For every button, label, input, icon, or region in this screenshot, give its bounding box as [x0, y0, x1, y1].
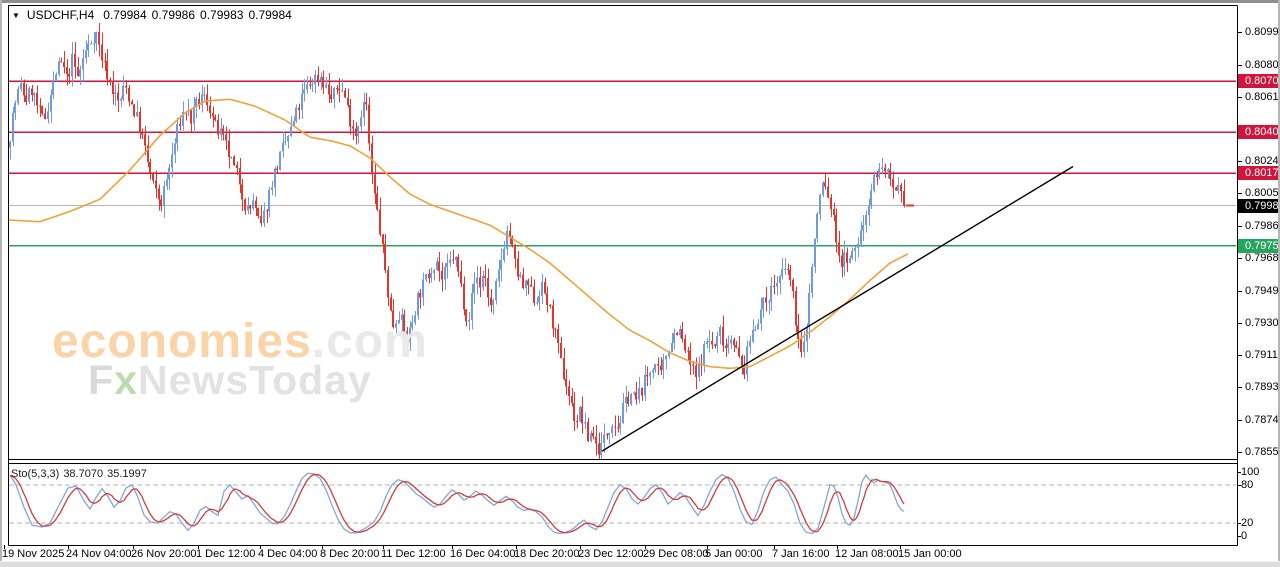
price-tick-label: 0.80055 — [1245, 187, 1280, 200]
quote-high: 0.79986 — [151, 8, 196, 22]
date-tick-label: 19 Nov 2025 — [2, 548, 65, 560]
date-tick-label: 5 Jan 00:00 — [705, 548, 763, 560]
date-tick-label: 8 Dec 20:00 — [320, 548, 380, 560]
price-tick-label: 0.79115 — [1245, 349, 1280, 362]
quote-open: 0.79984 — [103, 8, 147, 22]
date-tick-label: 12 Jan 08:00 — [835, 548, 899, 560]
date-tick-label: 26 Nov 20:00 — [131, 548, 197, 560]
date-tick-label: 11 Dec 12:00 — [381, 548, 446, 560]
sto-d-line — [9, 474, 905, 534]
level-price-chip: 0.80704 — [1238, 74, 1280, 89]
chart-header: ▼ USDCHF,H4 0.79984 0.79986 0.79983 0.79984 — [12, 8, 292, 22]
date-tick-label: 15 Jan 00:00 — [898, 548, 962, 560]
moving-average-line — [9, 98, 909, 370]
price-tick-label: 0.79305 — [1245, 316, 1280, 329]
quote-low: 0.79983 — [200, 8, 244, 22]
symbol-menu-icon[interactable]: ▼ — [12, 11, 20, 20]
window-status-strip — [0, 561, 1280, 567]
sto-tick-label: 100 — [1241, 466, 1260, 478]
sto-k-value: 38.7070 — [63, 468, 104, 480]
sto-tick-label: 0 — [1241, 530, 1248, 542]
date-tick-label: 16 Dec 04:00 — [450, 548, 516, 560]
date-tick-label: 23 Dec 12:00 — [578, 548, 644, 560]
sto-k-line — [9, 472, 905, 535]
quote-close: 0.79984 — [248, 8, 292, 22]
sto-tick-label: 80 — [1241, 478, 1254, 491]
date-tick-label: 4 Dec 04:00 — [258, 548, 318, 560]
price-tick-label: 0.80615 — [1245, 90, 1280, 103]
level-price-chip: 0.80171 — [1238, 166, 1280, 181]
symbol-timeframe-label: USDCHF,H4 — [26, 8, 95, 22]
level-price-chip: 0.79752 — [1238, 238, 1280, 253]
price-tick-label: 0.78555 — [1245, 445, 1280, 458]
price-tick-label: 0.79865 — [1245, 220, 1280, 233]
window-frame-right — [1278, 0, 1280, 567]
level-price-chip: 0.80409 — [1238, 125, 1280, 140]
sto-tick-label: 20 — [1241, 517, 1254, 530]
candles — [9, 23, 905, 459]
date-tick-label: 29 Dec 08:00 — [643, 548, 709, 560]
sto-d-value: 35.1997 — [107, 468, 147, 480]
date-tick-label: 1 Dec 12:00 — [196, 548, 256, 560]
date-tick-label: 18 Dec 20:00 — [514, 548, 580, 560]
trendline — [601, 165, 1074, 452]
window-frame-top — [0, 0, 1280, 3]
date-tick-label: 24 Nov 04:00 — [66, 548, 132, 560]
indicator-label: Sto(5,3,3) 38.7070 35.1997 — [11, 468, 147, 480]
window-frame-left — [0, 0, 2, 567]
bid-price-chip: 0.79984 — [1238, 198, 1280, 213]
date-tick-label: 7 Jan 16:00 — [772, 548, 830, 560]
